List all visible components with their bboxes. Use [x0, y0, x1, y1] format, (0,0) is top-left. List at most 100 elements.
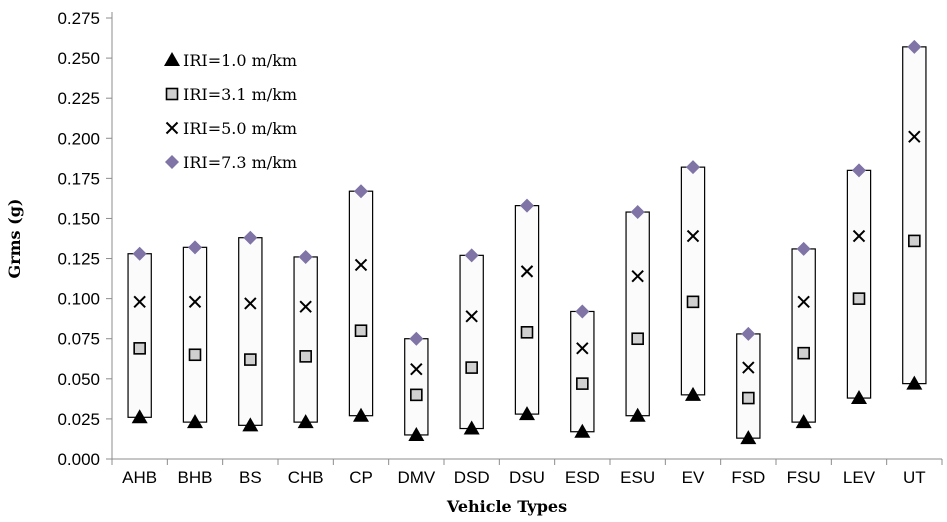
- data-point-diamond: [409, 331, 424, 346]
- y-tick-label: 0.150: [57, 209, 100, 228]
- x-tick-label: BHB: [178, 468, 213, 487]
- range-box: [902, 46, 927, 385]
- x-tick-label: AHB: [122, 468, 157, 487]
- y-axis-ticks: 0.000 0.025 0.050 0.075 0.100 0.125 0.150 0.175…: [57, 9, 112, 469]
- range-box: [514, 205, 540, 415]
- legend-marker-x: [165, 121, 179, 135]
- data-point-diamond: [575, 304, 590, 319]
- range-box: [182, 246, 208, 423]
- legend-label: IRI=1.0 m/km: [183, 51, 297, 70]
- data-point-square: [742, 391, 755, 405]
- x-tick-label: DSD: [454, 468, 490, 487]
- legend: IRI=1.0 m/km IRI=3.1 m/km IRI=5.0 m/km IRI=…: [164, 51, 297, 172]
- x-marker-stroke: [244, 297, 257, 310]
- range-box: [736, 333, 761, 439]
- x-tick-label: BS: [239, 468, 262, 487]
- data-point-diamond: [188, 240, 202, 255]
- data-point-square: [797, 346, 810, 360]
- y-tick-label: 0.125: [57, 250, 100, 269]
- x-axis-ticks: AHB BHB BS CHB CP DMV DSD DSU ESD ESU EV FSD FSU LEV U…: [111, 459, 943, 487]
- x-marker-stroke: [797, 295, 810, 309]
- data-point-diamond: [686, 160, 700, 175]
- x-marker-stroke: [631, 269, 644, 283]
- x-marker-stroke: [133, 295, 146, 309]
- data-point-triangle: [851, 390, 867, 405]
- data-point-x: [410, 362, 423, 376]
- y-tick-label: 0.250: [57, 49, 100, 68]
- data-point-square: [410, 388, 423, 402]
- x-tick-label: FSD: [731, 468, 765, 487]
- data-point-x: [244, 297, 257, 310]
- x-tick-label: ESD: [565, 468, 600, 487]
- data-point-x: [465, 310, 478, 323]
- y-tick-label: 0.200: [57, 129, 100, 148]
- data-point-square: [244, 353, 257, 366]
- y-tick-label: 0.000: [57, 450, 100, 469]
- x-tick-label: FSU: [787, 468, 821, 487]
- data-point-x: [354, 258, 368, 272]
- data-point-triangle: [353, 407, 369, 422]
- data-point-square: [354, 324, 368, 338]
- data-point-x: [299, 300, 312, 313]
- data-point-triangle: [131, 409, 148, 424]
- x-marker-stroke: [852, 229, 866, 243]
- data-point-diamond: [132, 246, 147, 261]
- data-point-diamond: [464, 248, 479, 263]
- data-point-square: [576, 377, 589, 390]
- data-point-square: [133, 342, 146, 355]
- y-tick-label: 0.275: [57, 9, 100, 28]
- y-tick-label: 0.225: [57, 89, 100, 108]
- x-marker-stroke: [576, 342, 589, 355]
- legend-label: IRI=3.1 m/km: [183, 85, 297, 104]
- x-marker-stroke: [742, 361, 755, 374]
- x-tick-label: LEV: [843, 468, 876, 487]
- data-point-x: [520, 265, 534, 278]
- range-box: [846, 169, 872, 399]
- data-point-x: [631, 269, 644, 283]
- x-marker-stroke: [908, 130, 921, 143]
- range-box: [459, 254, 484, 430]
- data-points: [131, 39, 923, 445]
- x-tick-label: DSU: [509, 468, 545, 487]
- data-point-square: [520, 326, 534, 339]
- data-point-triangle: [795, 414, 812, 429]
- x-marker-stroke: [686, 229, 700, 243]
- axes: [111, 12, 942, 460]
- x-marker-stroke: [165, 121, 179, 135]
- data-point-x: [686, 229, 700, 243]
- legend-marker-triangle: [164, 52, 180, 66]
- x-tick-label: EV: [682, 468, 705, 487]
- range-boxes: [127, 46, 927, 439]
- y-tick-label: 0.075: [57, 330, 100, 349]
- data-point-triangle: [242, 417, 259, 432]
- legend-label: IRI=5.0 m/km: [183, 119, 297, 138]
- data-point-diamond: [741, 326, 756, 341]
- range-box: [680, 166, 706, 396]
- data-point-square: [852, 292, 866, 305]
- data-point-triangle: [463, 420, 480, 435]
- data-point-triangle: [906, 375, 923, 390]
- range-box: [127, 253, 152, 418]
- data-point-x: [797, 295, 810, 309]
- x-marker-stroke: [465, 310, 478, 323]
- data-point-diamond: [796, 241, 811, 256]
- data-point-triangle: [629, 407, 646, 422]
- data-point-triangle: [519, 406, 535, 421]
- data-point-square: [686, 295, 700, 309]
- data-point-square: [299, 350, 312, 363]
- x-tick-label: CHB: [288, 468, 324, 487]
- data-point-diamond: [298, 249, 313, 264]
- x-marker-stroke: [299, 300, 312, 313]
- x-marker-stroke: [410, 362, 423, 376]
- y-axis-title: Grms (g): [5, 199, 24, 279]
- data-point-triangle: [574, 423, 591, 438]
- range-box: [791, 248, 816, 423]
- data-point-square: [465, 361, 478, 374]
- data-point-square: [908, 234, 921, 248]
- y-tick-label: 0.025: [57, 410, 100, 429]
- data-point-diamond: [354, 184, 368, 199]
- data-point-diamond: [907, 39, 922, 54]
- legend-marker-diamond: [165, 155, 179, 169]
- data-point-triangle: [297, 414, 314, 429]
